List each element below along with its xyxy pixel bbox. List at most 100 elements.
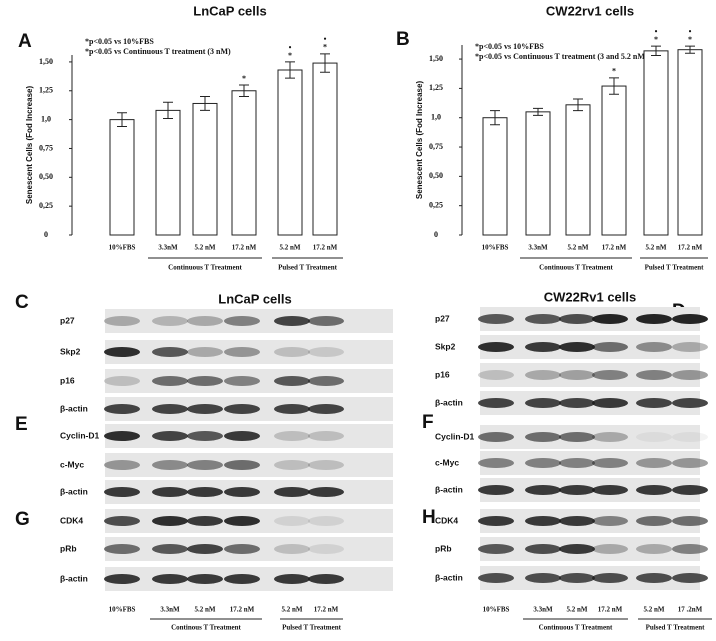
row-label: pRb	[60, 543, 77, 553]
band	[104, 431, 140, 441]
band	[525, 342, 561, 352]
band	[525, 370, 561, 380]
band	[636, 314, 672, 324]
significance-mark: *	[612, 67, 616, 76]
band	[672, 573, 708, 583]
band	[592, 398, 628, 408]
band	[152, 404, 188, 414]
band	[224, 316, 260, 326]
error-bar	[609, 77, 619, 95]
x-tick-label: 3.3nM	[528, 244, 548, 252]
band	[559, 458, 595, 468]
band	[478, 516, 514, 526]
lane-label: 17.2 nM	[598, 606, 623, 614]
band	[478, 370, 514, 380]
band	[187, 376, 223, 386]
bar	[109, 119, 135, 236]
band	[152, 376, 188, 386]
band	[592, 544, 628, 554]
band	[187, 316, 223, 326]
bar	[482, 117, 508, 236]
x-tick-label: 5.2 nM	[280, 244, 301, 252]
row-label: c-Myc	[435, 457, 459, 467]
band	[559, 432, 595, 442]
band	[525, 314, 561, 324]
band	[478, 314, 514, 324]
band	[592, 314, 628, 324]
error-bar	[200, 96, 210, 111]
band	[672, 485, 708, 495]
band	[104, 574, 140, 584]
band	[525, 485, 561, 495]
band	[187, 460, 223, 470]
y-tick-label: 0,75	[39, 143, 53, 152]
band	[152, 574, 188, 584]
band	[478, 342, 514, 352]
y-tick-label: 0,25	[429, 201, 443, 210]
error-bar	[117, 112, 127, 128]
error-bar	[685, 45, 695, 54]
band	[224, 460, 260, 470]
band	[559, 516, 595, 526]
panel-letter: G	[15, 509, 30, 530]
error-bar	[320, 53, 330, 73]
band	[104, 347, 140, 357]
y-tick-label: 1,0	[431, 113, 441, 122]
row-label: p27	[60, 315, 75, 325]
band	[672, 398, 708, 408]
band	[224, 347, 260, 357]
blot-title: CW22Rv1 cells	[544, 289, 637, 304]
row-label: CDK4	[60, 515, 83, 525]
band	[672, 544, 708, 554]
band	[274, 347, 310, 357]
lane-label: 3.3nM	[533, 606, 553, 614]
y-tick-label: 1,0	[41, 114, 51, 123]
panel-letter: F	[422, 412, 434, 433]
band	[636, 342, 672, 352]
y-axis-label: Senescent Cells (Fod Increase)	[415, 81, 424, 200]
band	[104, 316, 140, 326]
y-axis-label: Senescent Cells (Fod Increase)	[25, 86, 34, 205]
band	[187, 516, 223, 526]
x-tick-label: 5.2 nM	[646, 244, 667, 252]
bar	[565, 104, 591, 236]
band	[187, 544, 223, 554]
lane-label: 5.2 nM	[567, 606, 588, 614]
band	[525, 544, 561, 554]
band	[525, 398, 561, 408]
group-label: Continous T Treatment	[171, 624, 241, 632]
group-label: Pulsed T Treatment	[278, 264, 338, 272]
band	[592, 432, 628, 442]
band	[224, 404, 260, 414]
y-tick-label: 0,50	[39, 172, 53, 181]
band	[525, 516, 561, 526]
lane-label: 10%FBS	[483, 606, 510, 614]
y-tick-label: 1,25	[429, 83, 443, 92]
lane-label: 10%FBS	[109, 606, 136, 614]
error-bar	[573, 98, 583, 112]
band	[559, 573, 595, 583]
band	[478, 573, 514, 583]
error-bar	[163, 101, 173, 119]
bar	[525, 111, 551, 236]
band	[308, 574, 344, 584]
band	[672, 516, 708, 526]
band	[592, 485, 628, 495]
row-label: pRb	[435, 543, 452, 553]
band	[308, 347, 344, 357]
bar	[312, 62, 338, 236]
band	[224, 431, 260, 441]
panel-letter: B	[396, 29, 410, 50]
annotation: *p<0.05 vs 10%FBS	[85, 37, 154, 46]
band	[559, 314, 595, 324]
band	[104, 516, 140, 526]
panel-letter: C	[15, 292, 29, 313]
y-tick-label: 0	[44, 230, 48, 239]
bar	[231, 90, 257, 236]
band	[636, 398, 672, 408]
group-label: Pulsed T Treatment	[645, 264, 705, 272]
lane-label: 5.2 nM	[282, 606, 303, 614]
band	[478, 485, 514, 495]
blot-title: LnCaP cells	[218, 291, 291, 306]
significance-mark: *	[242, 74, 246, 83]
